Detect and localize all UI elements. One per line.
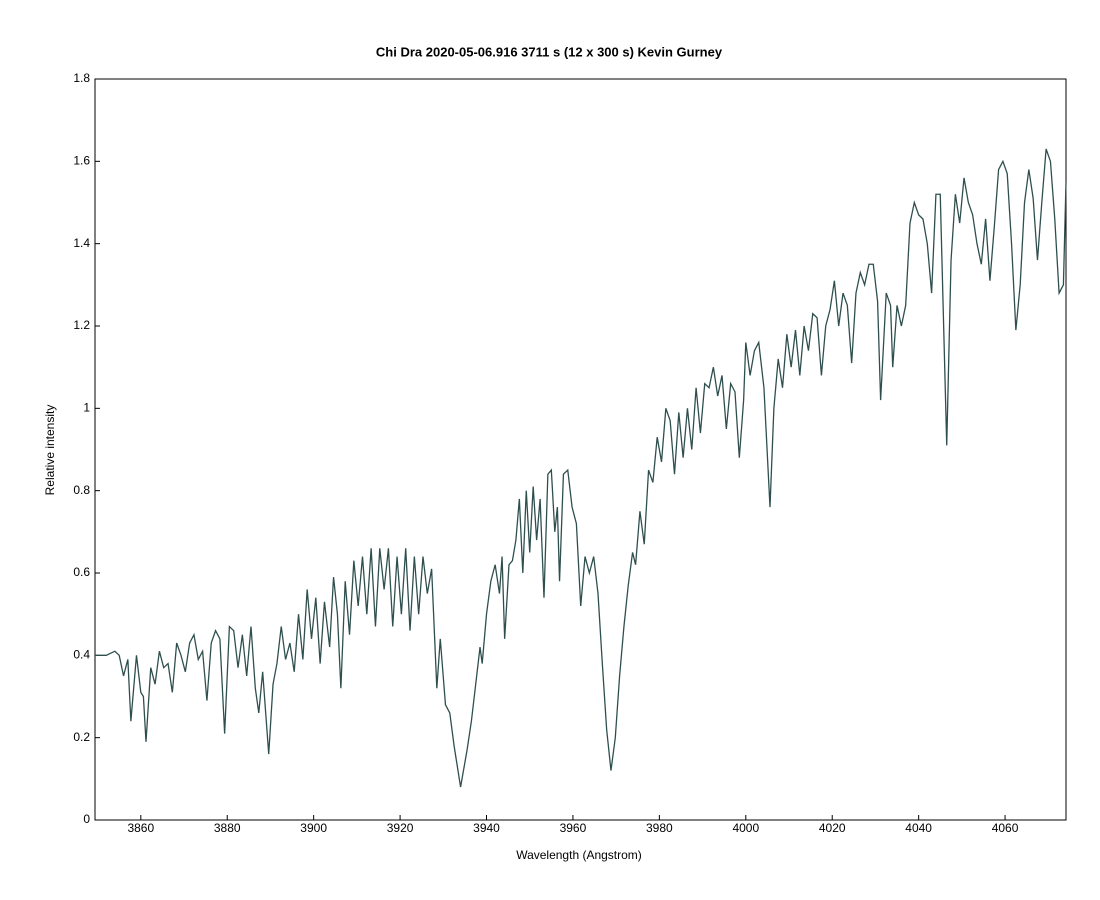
y-tick-label: 1 xyxy=(83,401,90,415)
x-tick-label: 3900 xyxy=(300,821,327,835)
x-tick-label: 3940 xyxy=(473,821,500,835)
x-tick-label: 3980 xyxy=(646,821,673,835)
y-tick-label: 1.8 xyxy=(73,71,90,85)
plot-frame xyxy=(94,78,1067,821)
y-tick-label: 1.4 xyxy=(73,236,90,250)
x-tick-label: 3960 xyxy=(560,821,587,835)
y-tick-label: 0 xyxy=(83,812,90,826)
chart-title: Chi Dra 2020-05-06.916 3711 s (12 x 300 … xyxy=(376,44,723,59)
x-tick-label: 4060 xyxy=(992,821,1019,835)
y-tick-label: 1.6 xyxy=(73,154,90,168)
x-tick-label: 4020 xyxy=(819,821,846,835)
y-tick-label: 0.2 xyxy=(73,730,90,744)
y-tick-label: 1.2 xyxy=(73,318,90,332)
x-tick-label: 4040 xyxy=(905,821,932,835)
x-axis-label: Wavelength (Angstrom) xyxy=(516,848,642,862)
x-tick-label: 3920 xyxy=(387,821,414,835)
x-tick-label: 4000 xyxy=(732,821,759,835)
y-axis-label: Relative intensity xyxy=(43,405,57,496)
y-tick-label: 0.6 xyxy=(73,565,90,579)
x-tick-label: 3860 xyxy=(127,821,154,835)
y-tick-label: 0.8 xyxy=(73,483,90,497)
x-tick-label: 3880 xyxy=(214,821,241,835)
y-tick-label: 0.4 xyxy=(73,648,90,662)
spectrum-line xyxy=(95,148,1067,788)
